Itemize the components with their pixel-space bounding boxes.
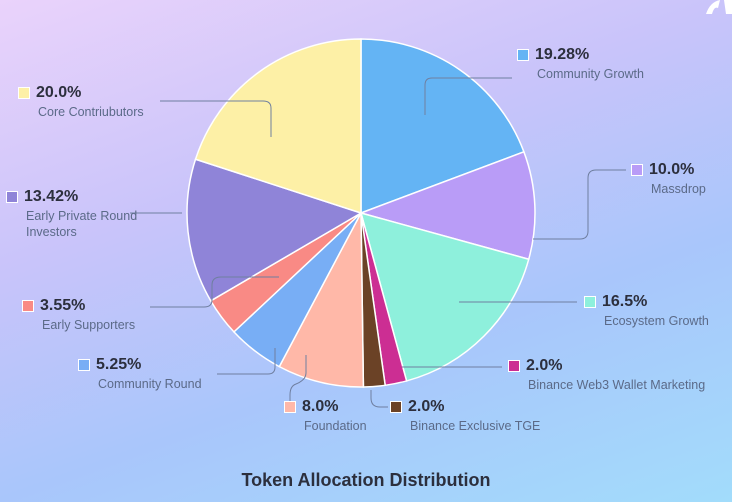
leader-line bbox=[289, 355, 307, 410]
leader-line bbox=[533, 169, 626, 240]
legend-swatch bbox=[517, 49, 529, 61]
slice-label: Community Growth bbox=[537, 67, 644, 81]
slice-value: 13.42% bbox=[24, 188, 79, 205]
legend-swatch bbox=[631, 164, 643, 176]
legend-swatch bbox=[508, 360, 520, 372]
slice-value: 5.25% bbox=[96, 356, 142, 373]
pie-slice-core-contriubutors bbox=[194, 38, 362, 215]
slice-value: 2.0% bbox=[526, 357, 563, 374]
callout-exclusive-tge: 2.0% Binance Exclusive TGE bbox=[390, 398, 540, 434]
pie-slice-massdrop bbox=[358, 150, 536, 261]
leader-line bbox=[370, 390, 388, 408]
legend-swatch bbox=[18, 87, 30, 99]
leader-lines bbox=[130, 77, 626, 410]
slice-value: 8.0% bbox=[302, 398, 339, 415]
legend-swatch bbox=[22, 300, 34, 312]
pie-slice-early-private-round-investors bbox=[186, 158, 363, 302]
slice-label: Binance Exclusive TGE bbox=[410, 419, 541, 433]
leader-line bbox=[160, 100, 272, 137]
slice-label: Foundation bbox=[304, 419, 367, 433]
callout-community-growth: 19.28% Community Growth bbox=[517, 46, 644, 82]
callout-web3-wallet: 2.0% Binance Web3 Wallet Marketing bbox=[508, 357, 705, 393]
slice-label: Early Private Round Investors bbox=[26, 209, 138, 239]
callout-foundation: 8.0% Foundation bbox=[284, 398, 367, 434]
slice-value: 16.5% bbox=[602, 293, 648, 310]
callout-ecosystem-growth: 16.5% Ecosystem Growth bbox=[584, 293, 709, 329]
legend-swatch bbox=[584, 296, 596, 308]
callout-core-contributors: 20.0% Core Contriubutors bbox=[18, 84, 144, 120]
slice-value: 10.0% bbox=[649, 161, 695, 178]
legend-swatch bbox=[390, 401, 402, 413]
slice-label: Core Contriubutors bbox=[38, 105, 144, 119]
leader-line bbox=[217, 348, 276, 375]
slice-label: Binance Web3 Wallet Marketing bbox=[528, 378, 706, 392]
slice-value: 19.28% bbox=[535, 46, 590, 63]
brand-logo bbox=[706, 0, 732, 14]
legend-swatch bbox=[6, 191, 18, 203]
leader-line bbox=[424, 77, 512, 115]
legend-swatch bbox=[284, 401, 296, 413]
slice-value: 20.0% bbox=[36, 84, 82, 101]
slice-value: 2.0% bbox=[408, 398, 445, 415]
chart-title: Token Allocation Distribution bbox=[241, 470, 491, 490]
legend-swatch bbox=[78, 359, 90, 371]
slice-label: Early Supporters bbox=[42, 318, 136, 332]
slice-label: Massdrop bbox=[651, 182, 706, 196]
pie-slice-ecosystem-growth bbox=[359, 211, 530, 382]
callout-early-private: 13.42% Early Private Round Investors bbox=[6, 188, 146, 240]
leader-line bbox=[150, 276, 279, 308]
callout-community-round: 5.25% Community Round bbox=[78, 356, 202, 392]
callout-early-supporters: 3.55% Early Supporters bbox=[22, 297, 135, 333]
slice-value: 3.55% bbox=[40, 297, 86, 314]
slice-label: Ecosystem Growth bbox=[604, 314, 709, 328]
slice-label: Community Round bbox=[98, 377, 202, 391]
callout-massdrop: 10.0% Massdrop bbox=[631, 161, 706, 197]
pie-slice-community-growth bbox=[360, 38, 525, 215]
